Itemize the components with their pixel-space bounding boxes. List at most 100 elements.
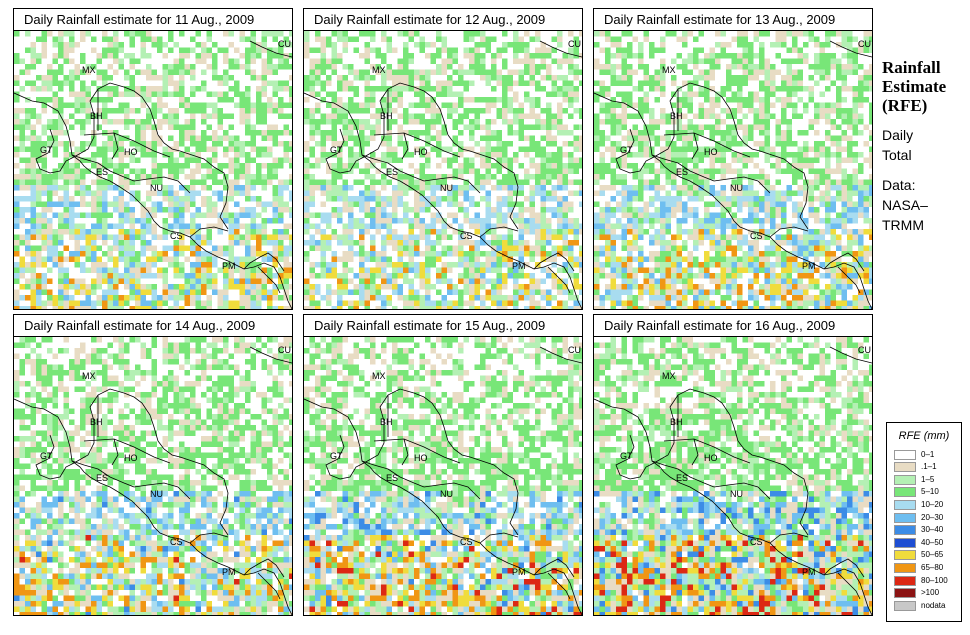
panel-1: Daily Rainfall estimate for 12 Aug., 200… xyxy=(303,8,583,310)
legend-label: 10–20 xyxy=(921,499,944,509)
country-label: MX xyxy=(372,65,386,75)
legend-item: 10–20 xyxy=(894,499,943,510)
legend-swatch xyxy=(894,550,916,561)
daily-line: Daily xyxy=(882,127,914,143)
coastline xyxy=(423,176,481,194)
country-label: NU xyxy=(730,489,743,499)
rainfall-cells xyxy=(304,337,582,615)
country-label: HO xyxy=(414,147,428,157)
country-label: CS xyxy=(750,231,763,241)
coastline xyxy=(539,346,582,364)
country-label: ES xyxy=(676,473,688,483)
coastline xyxy=(691,438,699,466)
country-label: CU xyxy=(568,39,581,49)
panel-0: Daily Rainfall estimate for 11 Aug., 200… xyxy=(13,8,293,310)
rainfall-map: CU MX BH GT HO ES NU CS PM xyxy=(594,31,872,309)
coastline xyxy=(133,176,191,194)
legend-item: 65–80 xyxy=(894,562,943,573)
country-label: CS xyxy=(170,537,183,547)
legend-swatch xyxy=(894,487,916,498)
country-label: GT xyxy=(620,145,633,155)
country-label: ES xyxy=(96,167,108,177)
coastline xyxy=(157,134,229,230)
country-label: HO xyxy=(414,453,428,463)
coastline xyxy=(769,532,809,544)
legend-swatch xyxy=(894,588,916,599)
country-label: HO xyxy=(704,147,718,157)
legend-swatch xyxy=(894,499,916,510)
legend-item: .1–1 xyxy=(894,462,937,473)
panel-3: Daily Rainfall estimate for 14 Aug., 200… xyxy=(13,314,293,616)
title-line: Estimate xyxy=(882,77,947,96)
coastline xyxy=(304,398,582,615)
legend-item: 30–40 xyxy=(894,525,943,536)
country-label: GT xyxy=(330,145,343,155)
legend-swatch xyxy=(894,512,916,523)
legend-item: 0–1 xyxy=(894,449,934,460)
country-label: NU xyxy=(440,183,453,193)
legend-item: nodata xyxy=(894,600,945,611)
country-label: NU xyxy=(440,489,453,499)
coastline xyxy=(83,132,171,158)
trmm-line: TRMM xyxy=(882,217,924,233)
coastline xyxy=(111,132,119,160)
coastline xyxy=(547,572,571,600)
coastline xyxy=(533,558,575,578)
coastline xyxy=(533,252,575,272)
panel-title: Daily Rainfall estimate for 14 Aug., 200… xyxy=(14,315,292,337)
legend-label: 1–5 xyxy=(921,474,935,484)
daily-total-text: Daily Total xyxy=(882,125,967,165)
coastline xyxy=(823,252,865,272)
title-line: Rainfall xyxy=(882,58,941,77)
country-label: GT xyxy=(330,451,343,461)
country-label: PM xyxy=(512,567,526,577)
coastline xyxy=(479,532,519,544)
legend-label: 20–30 xyxy=(921,512,944,522)
coastline xyxy=(594,92,872,309)
country-label: CS xyxy=(460,537,473,547)
country-label: BH xyxy=(90,111,103,121)
country-label: CS xyxy=(750,537,763,547)
coastline xyxy=(249,40,292,58)
coastline xyxy=(361,460,425,488)
panel-title: Daily Rainfall estimate for 12 Aug., 200… xyxy=(304,9,582,31)
country-label: HO xyxy=(124,453,138,463)
country-label: BH xyxy=(90,417,103,427)
coastline xyxy=(769,226,809,238)
coastline xyxy=(35,388,159,480)
coastline xyxy=(401,132,409,160)
coastline xyxy=(829,346,872,364)
sidebar-title: Rainfall Estimate (RFE) xyxy=(882,58,967,115)
coastline xyxy=(14,398,292,615)
legend-swatch xyxy=(894,562,916,573)
map-canvas: CU MX BH GT HO ES NU CS PM xyxy=(304,31,582,309)
country-label: PM xyxy=(512,261,526,271)
country-label: ES xyxy=(386,167,398,177)
coastline xyxy=(547,266,571,294)
coastline xyxy=(651,154,715,182)
coastline xyxy=(133,482,191,500)
coastline xyxy=(713,176,771,194)
coastline xyxy=(189,532,229,544)
panel-2: Daily Rainfall estimate for 13 Aug., 200… xyxy=(593,8,873,310)
legend-swatch xyxy=(894,462,916,473)
data-source-text: Data: NASA– TRMM xyxy=(882,175,967,235)
legend-item: >100 xyxy=(894,588,939,599)
coastline xyxy=(249,346,292,364)
coastline xyxy=(325,388,449,480)
country-label: BH xyxy=(670,111,683,121)
coastline xyxy=(257,266,281,294)
country-label: BH xyxy=(670,417,683,427)
coastline xyxy=(829,40,872,58)
legend-label: 50–65 xyxy=(921,550,944,560)
legend-swatch xyxy=(894,600,916,611)
coastline xyxy=(479,226,519,238)
country-label: GT xyxy=(40,145,53,155)
coastline xyxy=(615,388,739,480)
country-label: CU xyxy=(858,345,871,355)
legend-label: 30–40 xyxy=(921,525,944,535)
country-label: CU xyxy=(278,39,291,49)
coastline xyxy=(539,40,582,58)
coastline xyxy=(373,132,461,158)
coastline xyxy=(361,154,425,182)
